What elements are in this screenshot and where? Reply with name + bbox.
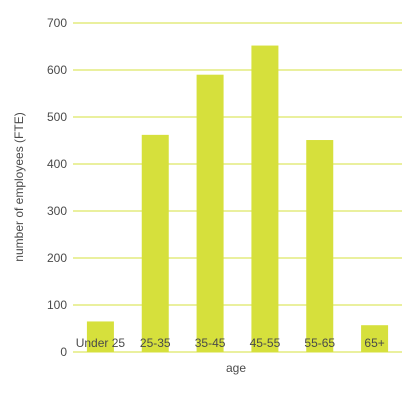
x-tick-label: 55-65	[304, 336, 335, 350]
bar-under-25	[86, 321, 114, 352]
bars	[86, 45, 389, 353]
x-tick-labels: Under 25 25-35 35-45 45-55 55-65 65+	[76, 336, 385, 350]
y-tick-label: 0	[60, 345, 67, 359]
bar-65	[361, 325, 389, 352]
x-tick-label: Under 25	[76, 336, 126, 350]
x-tick-label: 25-35	[140, 336, 171, 350]
bar-35-45	[196, 74, 224, 352]
y-tick-label: 100	[47, 298, 67, 312]
y-tick-label: 400	[47, 157, 67, 171]
y-axis-label: number of employees (FTE)	[12, 112, 26, 261]
x-tick-label: 45-55	[250, 336, 281, 350]
x-axis-label: age	[226, 361, 246, 375]
y-tick-label: 700	[47, 16, 67, 30]
y-tick-label: 500	[47, 110, 67, 124]
y-tick-labels: 0 100 200 300 400 500 600 700	[47, 16, 67, 359]
bar-25-35	[141, 134, 169, 352]
gridlines	[73, 22, 402, 353]
y-tick-label: 600	[47, 63, 67, 77]
x-tick-label: 65+	[364, 336, 384, 350]
bar-45-55	[251, 45, 279, 353]
bar-55-65	[306, 140, 334, 352]
x-tick-label: 35-45	[195, 336, 226, 350]
y-tick-label: 200	[47, 251, 67, 265]
y-tick-label: 300	[47, 204, 67, 218]
